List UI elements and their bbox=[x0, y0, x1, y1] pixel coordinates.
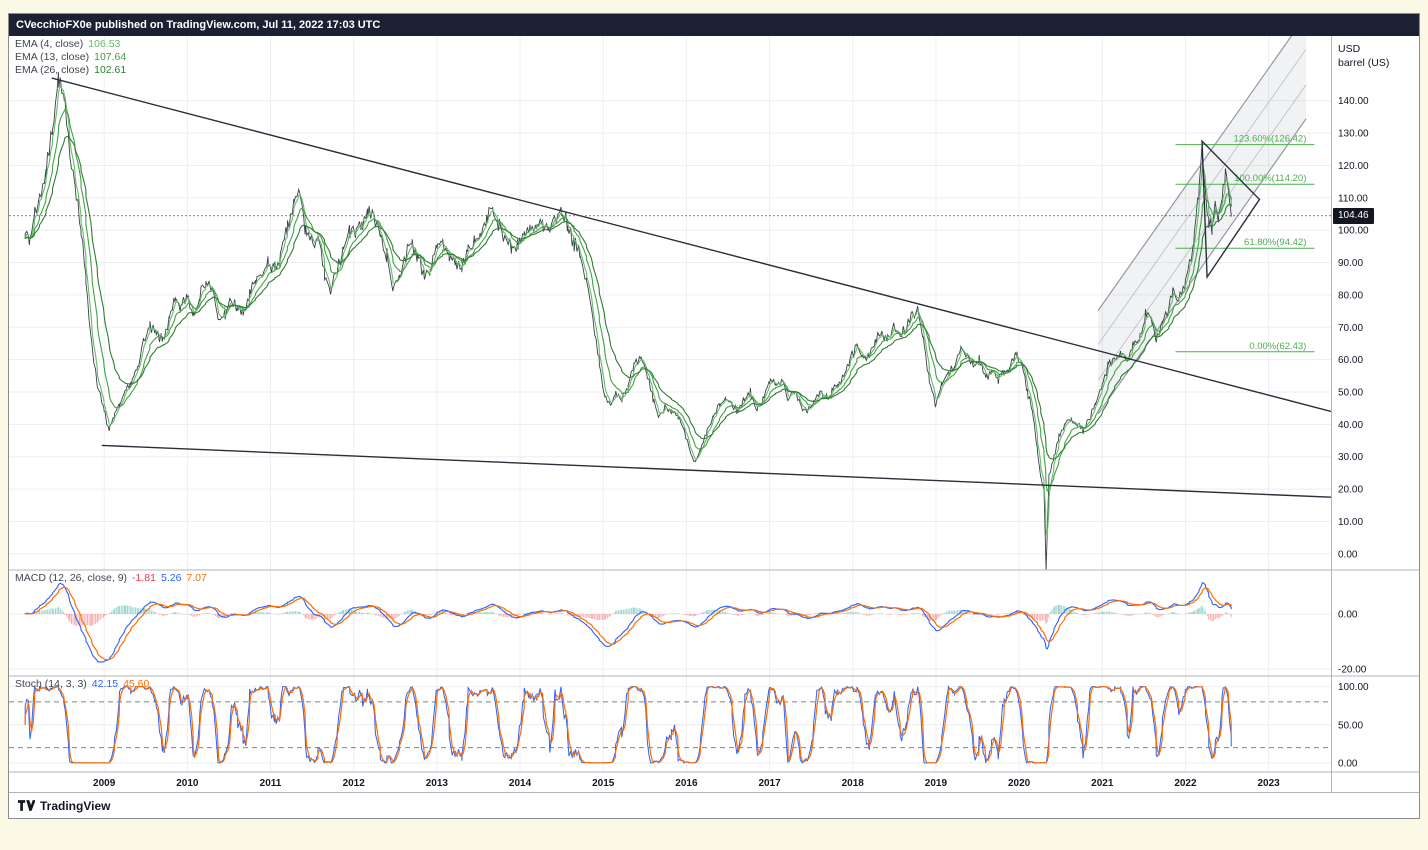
indicator-value: 42.15 bbox=[91, 678, 119, 690]
indicator-value: 107.64 bbox=[94, 51, 127, 63]
year-axis-label: 2016 bbox=[675, 778, 698, 789]
price-axis-label: 50.00 bbox=[1338, 388, 1363, 399]
stoch-d-line bbox=[24, 685, 1232, 764]
indicator-label[interactable]: EMA (13, close) bbox=[15, 51, 90, 63]
year-axis-label: 2020 bbox=[1008, 778, 1031, 789]
price-axis-label: 10.00 bbox=[1338, 517, 1363, 528]
last-price-value: 104.46 bbox=[1338, 209, 1369, 221]
fib-level-label: 0.00%(62.43) bbox=[1249, 341, 1306, 352]
indicator-value: 102.61 bbox=[94, 64, 127, 76]
price-axis-label: 130.00 bbox=[1338, 129, 1369, 140]
ema-4-line bbox=[24, 84, 1232, 536]
price-axis-label: 140.00 bbox=[1338, 96, 1369, 107]
indicator-label[interactable]: EMA (26, close) bbox=[15, 64, 90, 76]
publish-header: CVecchioFX0e published on TradingView.co… bbox=[9, 14, 1419, 36]
time-axis[interactable] bbox=[9, 772, 1331, 792]
price-series-line bbox=[24, 72, 1232, 570]
tradingview-brand[interactable]: TradingView bbox=[40, 798, 111, 813]
tradingview-logo-icon[interactable] bbox=[18, 800, 35, 811]
macd-axis-label: -20.00 bbox=[1338, 665, 1367, 676]
indicator-label[interactable]: Stoch (14, 3, 3) bbox=[15, 678, 87, 690]
trendline bbox=[101, 444, 1331, 498]
year-axis-label: 2009 bbox=[93, 778, 116, 789]
trendline bbox=[51, 77, 1331, 413]
indicator-value: 45.60 bbox=[123, 678, 150, 690]
indicator-value: 7.07 bbox=[186, 572, 207, 584]
grid-lines bbox=[9, 36, 1331, 772]
fib-level-label: 123.60%(126.42) bbox=[1233, 134, 1306, 145]
year-axis-label: 2013 bbox=[426, 778, 449, 789]
indicator-value: -1.81 bbox=[132, 572, 156, 584]
price-axis-label: 100.00 bbox=[1338, 226, 1369, 237]
price-axis-label: 120.00 bbox=[1338, 161, 1369, 172]
chart-area[interactable]: 123.60%(126.42) 100.00%(114.20) 61.80%(94.… bbox=[9, 36, 1419, 792]
year-axis-label: 2012 bbox=[343, 778, 366, 789]
year-axis-label: 2015 bbox=[592, 778, 615, 789]
macd-line bbox=[24, 581, 1232, 663]
last-price-badge: 104.46 bbox=[1333, 207, 1374, 224]
indicator-value: 106.53 bbox=[88, 38, 121, 50]
footer-bar: TradingView bbox=[9, 792, 1419, 818]
stoch-axis-label: 50.00 bbox=[1338, 720, 1363, 731]
macd-signal-line bbox=[24, 586, 1232, 661]
ema-legend-row: EMA (26, close) 102.61 bbox=[15, 64, 126, 77]
price-axis-label: 110.00 bbox=[1338, 193, 1368, 204]
ema-legend: EMA (4, close) 106.53 EMA (13, close) 107.… bbox=[15, 38, 126, 77]
macd-legend: MACD (12, 26, close, 9) -1.81 5.26 7.07 bbox=[15, 572, 207, 584]
price-axis-label: 80.00 bbox=[1338, 290, 1363, 301]
stoch-legend: Stoch (14, 3, 3) 42.15 45.60 bbox=[15, 678, 149, 690]
price-axis[interactable] bbox=[1332, 36, 1419, 772]
price-axis-unit-line1: USD bbox=[1338, 43, 1361, 55]
price-axis-unit-label: USD barrel (US) bbox=[1338, 42, 1389, 70]
year-axis-label: 2021 bbox=[1091, 778, 1114, 789]
year-axis-label: 2018 bbox=[842, 778, 865, 789]
year-axis-label: 2011 bbox=[260, 778, 282, 789]
ema-26-line bbox=[24, 135, 1232, 460]
ema-13-line bbox=[24, 108, 1232, 493]
stoch-axis-label: 0.00 bbox=[1338, 758, 1358, 769]
trendlines bbox=[51, 77, 1331, 498]
macd-axis-label: 0.00 bbox=[1338, 610, 1358, 621]
ema-legend-row: EMA (4, close) 106.53 bbox=[15, 38, 126, 51]
year-axis-label: 2019 bbox=[925, 778, 948, 789]
chart-canvas[interactable]: 123.60%(126.42) 100.00%(114.20) 61.80%(94.… bbox=[9, 36, 1419, 792]
price-axis-label: 20.00 bbox=[1338, 485, 1363, 496]
fib-level-label: 100.00%(114.20) bbox=[1234, 173, 1306, 184]
stoch-axis-label: 100.00 bbox=[1338, 682, 1369, 693]
year-axis-label: 2017 bbox=[758, 778, 781, 789]
ema-legend-row: EMA (13, close) 107.64 bbox=[15, 51, 126, 64]
pennant-triangle bbox=[1201, 139, 1261, 280]
fib-level-label: 61.80%(94.42) bbox=[1244, 237, 1306, 248]
year-axis-label: 2022 bbox=[1174, 778, 1197, 789]
price-axis-label: 40.00 bbox=[1338, 420, 1363, 431]
fib-retracement: 123.60%(126.42) 100.00%(114.20) 61.80%(94.… bbox=[1175, 134, 1315, 353]
price-axis-unit-line2: barrel (US) bbox=[1338, 57, 1390, 69]
year-axis-label: 2010 bbox=[176, 778, 199, 789]
price-axis-label: 0.00 bbox=[1338, 549, 1358, 560]
price-axis-label: 90.00 bbox=[1338, 258, 1363, 269]
price-axis-label: 70.00 bbox=[1338, 323, 1363, 334]
year-axis-label: 2023 bbox=[1257, 778, 1280, 789]
indicator-value: 5.26 bbox=[160, 572, 182, 584]
indicator-label[interactable]: MACD (12, 26, close, 9) bbox=[15, 572, 128, 584]
tradingview-snapshot-window: CVecchioFX0e published on TradingView.co… bbox=[8, 13, 1420, 819]
indicator-label[interactable]: EMA (4, close) bbox=[15, 38, 84, 50]
price-axis-label: 30.00 bbox=[1338, 452, 1363, 463]
price-axis-label: 60.00 bbox=[1338, 355, 1363, 366]
publish-header-text: CVecchioFX0e published on TradingView.co… bbox=[16, 19, 381, 31]
macd-histogram-positive bbox=[24, 604, 1230, 615]
year-axis-label: 2014 bbox=[509, 778, 532, 789]
